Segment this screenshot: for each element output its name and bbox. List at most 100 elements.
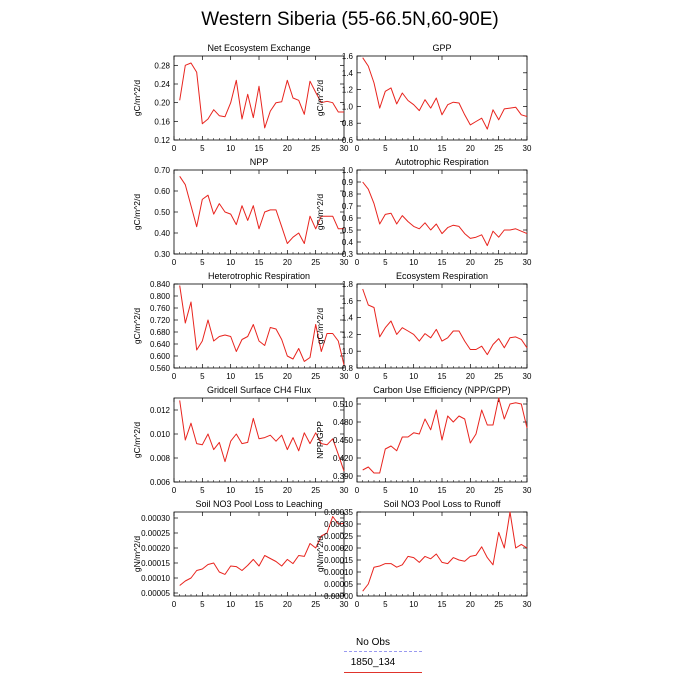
panel-title: Carbon Use Efficiency (NPP/GPP) [373, 385, 510, 395]
x-tick-label: 10 [226, 144, 235, 153]
panel-title: Soil NO3 Pool Loss to Runoff [384, 499, 501, 509]
x-tick-label: 20 [283, 600, 292, 609]
x-tick-label: 0 [172, 600, 177, 609]
series-line [362, 57, 528, 130]
y-tick-label: 0.00020 [141, 544, 170, 553]
series-line [179, 400, 345, 472]
series-line [179, 62, 344, 129]
x-tick-label: 10 [226, 372, 235, 381]
y-tick-label: 0.9 [342, 178, 354, 187]
x-tick-label: 15 [438, 600, 447, 609]
series-line [362, 181, 528, 247]
y-tick-label: 0.28 [154, 61, 170, 70]
y-tick-label: 0.510 [333, 400, 354, 409]
x-tick-label: 20 [466, 600, 475, 609]
x-tick-label: 15 [255, 258, 264, 267]
y-axis-label: gC/m^2/d [132, 308, 142, 344]
panel-title: Ecosystem Respiration [396, 271, 488, 281]
y-tick-label: 1.0 [342, 102, 354, 111]
x-tick-label: 30 [523, 144, 532, 153]
y-tick-label: 0.840 [150, 280, 171, 289]
x-tick-label: 10 [226, 600, 235, 609]
x-tick-label: 30 [340, 372, 349, 381]
x-tick-label: 15 [438, 258, 447, 267]
x-tick-label: 5 [200, 144, 205, 153]
x-tick-label: 0 [355, 486, 360, 495]
x-tick-label: 10 [226, 486, 235, 495]
x-tick-label: 10 [409, 144, 418, 153]
x-tick-label: 0 [172, 372, 177, 381]
y-tick-label: 0.4 [342, 238, 354, 247]
y-tick-label: 0.30 [154, 250, 170, 259]
series-line [362, 511, 528, 592]
figure-title: Western Siberia (55-66.5N,60-90E) [201, 9, 499, 30]
y-tick-label: 0.560 [150, 364, 171, 373]
y-tick-label: 0.640 [150, 340, 171, 349]
y-tick-label: 0.00005 [141, 589, 170, 598]
y-tick-label: 0.390 [333, 472, 354, 481]
plot-frame [356, 55, 528, 141]
y-tick-label: 0.720 [150, 316, 171, 325]
x-tick-label: 30 [523, 600, 532, 609]
y-tick-label: 0.00000 [324, 592, 353, 601]
y-tick-label: 0.450 [333, 436, 354, 445]
panel-title: Net Ecosystem Exchange [207, 43, 310, 53]
x-tick-label: 0 [172, 486, 177, 495]
y-tick-label: 0.6 [342, 214, 354, 223]
y-tick-label: 0.20 [154, 99, 170, 108]
chart-panel: NPP 0 5 10 15 20 25 30 0.30 0.40 0.50 0.60 0.70 gC/m^… [132, 157, 349, 267]
legend-line-obs [344, 651, 422, 652]
chart-panel: Heterotrophic Respiration 0 5 10 15 20 25 30 0.5… [132, 271, 349, 381]
plot-frame [356, 511, 528, 597]
x-tick-label: 5 [200, 600, 205, 609]
x-tick-label: 10 [226, 258, 235, 267]
x-tick-label: 25 [494, 600, 503, 609]
y-tick-label: 0.40 [154, 229, 170, 238]
y-tick-label: 0.00010 [324, 568, 353, 577]
x-tick-label: 30 [340, 486, 349, 495]
y-tick-label: 0.8 [342, 364, 354, 373]
y-axis-label: NPP/GPP [315, 421, 325, 459]
panel-title: GPP [432, 43, 451, 53]
y-tick-label: 1.2 [342, 86, 354, 95]
x-tick-label: 30 [523, 258, 532, 267]
x-tick-label: 5 [200, 486, 205, 495]
y-tick-label: 0.680 [150, 328, 171, 337]
x-tick-label: 5 [200, 372, 205, 381]
y-axis-label: gN/m^2/d [132, 536, 142, 572]
x-tick-label: 5 [383, 258, 388, 267]
y-tick-label: 0.00020 [324, 544, 353, 553]
chart-panel: Soil NO3 Pool Loss to Runoff 0 5 10 15 20 25 30… [315, 499, 532, 609]
y-tick-label: 0.00035 [324, 508, 353, 517]
x-tick-label: 30 [340, 258, 349, 267]
x-tick-label: 25 [311, 258, 320, 267]
y-axis-label: gC/m^2/d [315, 194, 325, 230]
y-tick-label: 0.8 [342, 190, 354, 199]
y-axis-label: gC/m^2/d [132, 80, 142, 116]
y-tick-label: 0.00030 [141, 514, 170, 523]
panel-title: Autotrophic Respiration [395, 157, 489, 167]
y-tick-label: 1.2 [342, 330, 354, 339]
series-line [362, 397, 528, 474]
y-tick-label: 0.760 [150, 304, 171, 313]
y-tick-label: 0.012 [150, 406, 171, 415]
y-tick-label: 0.50 [154, 208, 170, 217]
x-tick-label: 0 [355, 372, 360, 381]
x-tick-label: 20 [283, 144, 292, 153]
y-tick-label: 0.010 [150, 430, 171, 439]
y-axis-label: gC/m^2/d [132, 422, 142, 458]
y-axis-label: gN/m^2/d [315, 536, 325, 572]
x-tick-label: 30 [340, 144, 349, 153]
y-tick-label: 1.4 [342, 314, 354, 323]
y-tick-label: 1.8 [342, 280, 354, 289]
x-tick-label: 15 [438, 486, 447, 495]
y-tick-label: 0.60 [154, 187, 170, 196]
x-tick-label: 10 [409, 486, 418, 495]
y-tick-label: 0.00005 [324, 580, 353, 589]
x-tick-label: 5 [200, 258, 205, 267]
panel-title: Heterotrophic Respiration [208, 271, 310, 281]
x-tick-label: 5 [383, 144, 388, 153]
plot-frame [356, 283, 528, 369]
